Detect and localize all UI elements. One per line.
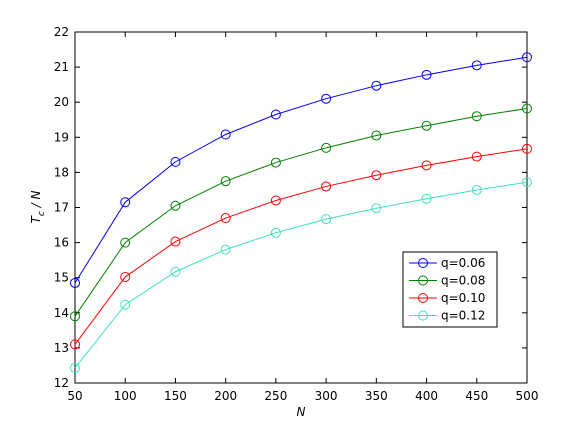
data-point — [170, 156, 181, 167]
x-tick-label: 150 — [164, 389, 187, 403]
data-point — [471, 111, 482, 122]
y-tick-label: 13 — [54, 341, 69, 355]
data-point — [270, 195, 281, 206]
x-tick-label: 200 — [214, 389, 237, 403]
data-point — [270, 157, 281, 168]
data-point — [522, 143, 532, 154]
data-point — [471, 60, 482, 71]
data-point — [220, 244, 231, 255]
series-line — [74, 181, 528, 369]
data-point — [421, 120, 432, 131]
y-tick-label: 22 — [54, 25, 69, 39]
x-tick-label: 350 — [365, 389, 388, 403]
data-point — [371, 130, 382, 141]
data-point — [522, 52, 532, 63]
data-point — [321, 214, 332, 225]
data-point — [70, 362, 80, 373]
data-point — [421, 193, 432, 204]
data-point — [321, 142, 332, 153]
data-point — [120, 237, 131, 248]
data-point — [421, 69, 432, 80]
data-point — [220, 213, 231, 224]
y-tick-label: 15 — [54, 271, 69, 285]
legend-label: q=0.08 — [441, 274, 485, 288]
y-tick-label: 17 — [54, 201, 69, 215]
y-tick-label: 16 — [54, 236, 69, 250]
data-point — [321, 181, 332, 192]
legend-label: q=0.10 — [441, 291, 485, 305]
series-line — [74, 148, 528, 345]
data-point — [321, 93, 332, 104]
series-line — [74, 56, 528, 284]
legend: q=0.06 q=0.08 q=0.10 q=0.12 — [402, 251, 498, 328]
y-tick-label: 12 — [54, 376, 69, 390]
x-axis-label: N — [297, 405, 306, 419]
y-tick-label: 18 — [54, 165, 69, 179]
data-point — [371, 203, 382, 214]
data-point — [471, 151, 482, 162]
y-label-sub: c — [37, 211, 47, 216]
x-tick-label: 450 — [465, 389, 488, 403]
x-tick-label: 100 — [114, 389, 137, 403]
data-point — [70, 311, 80, 322]
legend-label: q=0.12 — [441, 309, 485, 323]
data-point — [170, 200, 181, 211]
x-tick-label: 250 — [264, 389, 287, 403]
data-point — [421, 160, 432, 171]
x-tick-label: 300 — [315, 389, 338, 403]
y-label-main: T — [29, 214, 43, 223]
y-label-rest: / N — [29, 191, 43, 212]
data-point — [220, 129, 231, 140]
data-point — [220, 176, 231, 187]
data-point — [170, 236, 181, 247]
x-tick-label: 400 — [415, 389, 438, 403]
data-point — [270, 227, 281, 238]
x-tick-label: 500 — [516, 389, 539, 403]
data-point — [522, 177, 532, 188]
data-point — [120, 271, 131, 282]
data-point — [371, 170, 382, 181]
x-tick-label: 50 — [67, 389, 82, 403]
legend-label: q=0.06 — [441, 256, 485, 270]
data-point — [120, 197, 131, 208]
data-point — [170, 266, 181, 277]
y-tick-label: 21 — [54, 60, 69, 74]
legend-marker — [418, 258, 428, 268]
data-point — [270, 109, 281, 120]
data-point — [120, 299, 131, 310]
data-point — [371, 80, 382, 91]
data-point — [471, 184, 482, 195]
y-axis-label: Tc / N — [29, 191, 47, 224]
legend-marker — [418, 293, 428, 303]
series-line — [74, 108, 528, 317]
data-point — [70, 339, 80, 350]
legend-marker — [418, 275, 428, 286]
data-point — [70, 277, 80, 288]
plot-area — [74, 31, 528, 384]
y-tick-label: 19 — [54, 130, 69, 144]
data-point — [522, 103, 532, 114]
legend-marker — [418, 310, 428, 321]
y-tick-label: 14 — [54, 306, 69, 320]
y-tick-label: 20 — [54, 95, 69, 109]
